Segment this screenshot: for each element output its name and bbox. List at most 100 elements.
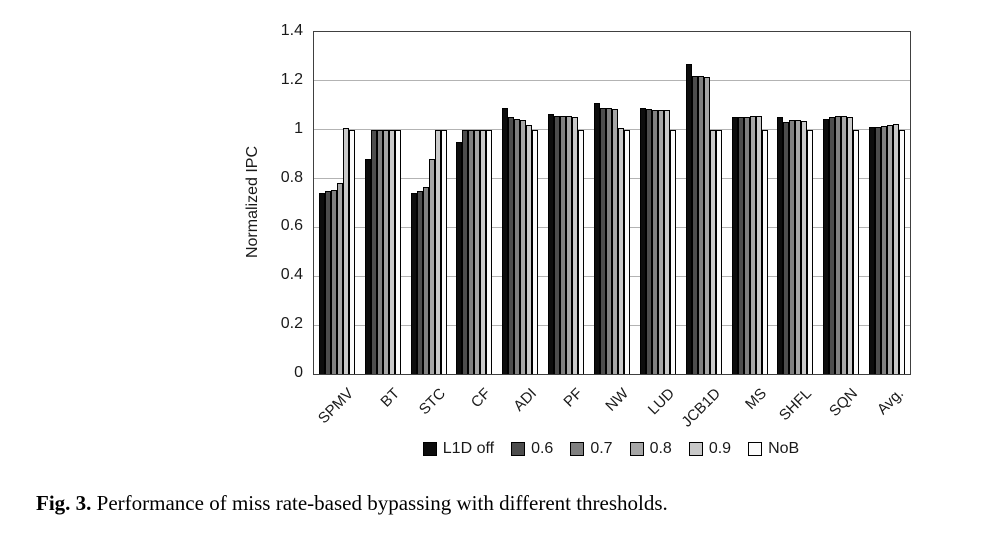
legend-swatch-0.9 <box>688 442 703 456</box>
bar-NoB-CF <box>486 130 493 374</box>
bar-0.7-ADI <box>514 119 521 374</box>
bar-0.8-JCB1D <box>703 77 710 374</box>
bar-NoB-BT <box>394 130 401 374</box>
bar-0.9-CF <box>480 130 487 374</box>
bar-0.9-JCB1D <box>709 130 716 374</box>
bar-0.9-MS <box>755 116 762 374</box>
legend-swatch-0.7 <box>570 442 585 456</box>
bar-group-BT <box>360 32 406 374</box>
bar-0.8-SPMV <box>336 183 343 374</box>
legend-item-L1D-off: L1D off <box>422 440 495 458</box>
bar-0.6-NW <box>599 108 606 374</box>
legend-swatch-L1D-off <box>422 442 437 456</box>
bar-0.8-Avg. <box>887 125 894 374</box>
bar-0.7-MS <box>743 117 750 374</box>
legend-swatch-NoB <box>748 442 763 456</box>
bar-group-CF <box>452 32 498 374</box>
bar-0.6-CF <box>462 130 469 374</box>
bar-NoB-SHFL <box>807 130 814 374</box>
bar-0.7-PF <box>560 116 567 374</box>
bar-NoB-LUD <box>669 130 676 374</box>
chart-legend: L1D off 0.6 0.7 0.8 0.9 NoB <box>303 440 919 458</box>
bar-L1D-off-LUD <box>639 108 646 374</box>
bar-group-JCB1D <box>681 32 727 374</box>
figure-caption: Fig. 3. Performance of miss rate-based b… <box>36 491 668 516</box>
figure-caption-label: Fig. 3. <box>36 491 92 515</box>
bar-0.6-LUD <box>645 109 652 374</box>
bar-0.7-BT <box>376 130 383 374</box>
bar-0.6-Avg. <box>875 127 882 374</box>
bar-group-Avg. <box>864 32 910 374</box>
bar-NoB-SPMV <box>348 130 355 374</box>
bar-group-SHFL <box>772 32 818 374</box>
bar-0.9-SHFL <box>801 121 808 374</box>
bar-0.8-NW <box>611 109 618 374</box>
bar-0.7-SQN <box>835 116 842 374</box>
y-tick-0.8: 0.8 <box>280 168 303 186</box>
bar-0.6-SPMV <box>324 191 331 374</box>
bar-0.9-LUD <box>663 110 670 374</box>
bar-0.6-PF <box>554 116 561 374</box>
y-tick-0.2: 0.2 <box>280 315 303 333</box>
bar-0.7-SPMV <box>330 190 337 374</box>
bar-0.9-Avg. <box>893 124 900 374</box>
bar-0.7-LUD <box>651 110 658 374</box>
figure-caption-text: Performance of miss rate-based bypassing… <box>96 491 668 515</box>
bar-0.6-SHFL <box>783 122 790 374</box>
bar-L1D-off-SQN <box>823 119 830 374</box>
legend-item-NoB: NoB <box>748 440 799 458</box>
legend-item-0.7: 0.7 <box>570 440 613 458</box>
bar-NoB-SQN <box>853 130 860 374</box>
bar-0.8-MS <box>749 116 756 374</box>
bar-NoB-ADI <box>532 130 539 374</box>
bar-0.6-JCB1D <box>691 76 698 374</box>
bar-L1D-off-SHFL <box>777 117 784 374</box>
bar-NoB-PF <box>578 130 585 374</box>
bar-group-LUD <box>635 32 681 374</box>
bar-0.8-STC <box>428 159 435 374</box>
legend-swatch-0.8 <box>629 442 644 456</box>
bar-L1D-off-Avg. <box>869 127 876 374</box>
y-tick-1: 1 <box>294 119 303 137</box>
bar-NoB-MS <box>761 130 768 374</box>
bar-0.7-JCB1D <box>697 76 704 374</box>
legend-label-NoB: NoB <box>768 440 800 457</box>
bar-0.6-BT <box>370 130 377 374</box>
bar-0.8-SHFL <box>795 120 802 374</box>
bar-NoB-Avg. <box>899 130 906 374</box>
bar-L1D-off-MS <box>731 117 738 374</box>
bar-L1D-off-SPMV <box>318 193 325 374</box>
bar-L1D-off-CF <box>456 142 463 374</box>
y-tick-0.6: 0.6 <box>280 217 303 235</box>
bar-0.8-LUD <box>657 110 664 374</box>
bar-group-PF <box>543 32 589 374</box>
bar-0.8-BT <box>382 130 389 374</box>
bar-0.7-NW <box>605 108 612 374</box>
y-axis-title: Normalized IPC <box>244 145 261 259</box>
bar-0.6-MS <box>737 117 744 374</box>
bar-0.9-SQN <box>847 117 854 374</box>
legend-item-0.8: 0.8 <box>629 440 672 458</box>
legend-label-L1D-off: L1D off <box>442 440 495 457</box>
bar-group-SQN <box>818 32 864 374</box>
bar-L1D-off-STC <box>410 193 417 374</box>
bar-NoB-JCB1D <box>715 130 722 374</box>
legend-swatch-0.6 <box>511 442 526 456</box>
y-tick-0.4: 0.4 <box>280 266 303 284</box>
legend-label-0.7: 0.7 <box>590 440 613 457</box>
bar-0.8-ADI <box>520 120 527 374</box>
legend-label-0.8: 0.8 <box>649 440 672 457</box>
bar-group-STC <box>406 32 452 374</box>
bar-0.9-ADI <box>526 125 533 374</box>
legend-item-0.9: 0.9 <box>688 440 731 458</box>
bar-0.8-CF <box>474 130 481 374</box>
bar-0.9-SPMV <box>342 128 349 374</box>
bar-group-ADI <box>497 32 543 374</box>
legend-item-0.6: 0.6 <box>511 440 553 458</box>
bar-L1D-off-ADI <box>502 108 509 374</box>
bar-NoB-STC <box>440 130 447 374</box>
bar-0.7-STC <box>422 187 429 374</box>
bar-0.9-NW <box>617 128 624 374</box>
bar-0.8-PF <box>566 116 573 374</box>
